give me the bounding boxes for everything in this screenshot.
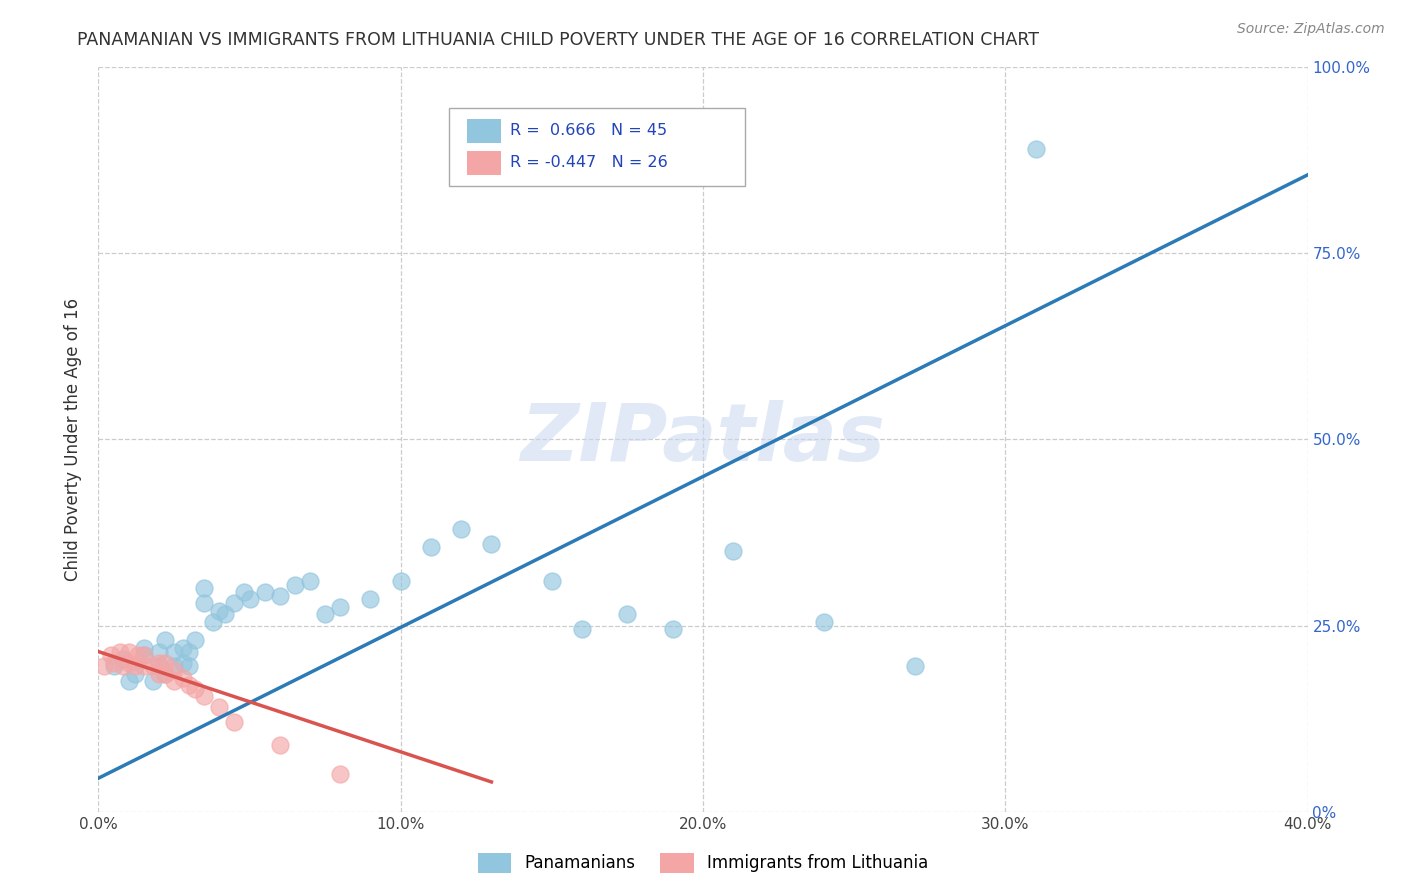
Legend: Panamanians, Immigrants from Lithuania: Panamanians, Immigrants from Lithuania [471, 847, 935, 880]
Point [389, 574, 412, 588]
Point [193, 582, 215, 596]
FancyBboxPatch shape [467, 119, 501, 143]
Point [163, 659, 186, 673]
Point [179, 678, 201, 692]
Point [179, 644, 201, 658]
Point [723, 544, 745, 558]
Point [153, 656, 176, 670]
FancyBboxPatch shape [467, 151, 501, 175]
Point [329, 767, 352, 781]
Text: R = -0.447   N = 26: R = -0.447 N = 26 [509, 155, 668, 170]
Point [142, 674, 165, 689]
Point [269, 589, 291, 603]
Point [132, 648, 155, 663]
Point [108, 644, 131, 658]
Point [118, 674, 141, 689]
Point [153, 667, 176, 681]
Point [148, 644, 170, 658]
Point [269, 738, 291, 752]
Point [184, 681, 207, 696]
Point [420, 541, 443, 555]
Point [284, 577, 307, 591]
Point [148, 659, 170, 673]
Point [132, 648, 155, 663]
Point [208, 700, 231, 714]
Point [172, 656, 194, 670]
Point [202, 615, 225, 629]
Point [172, 671, 194, 685]
Point [127, 648, 149, 663]
Point [132, 659, 155, 673]
Point [100, 648, 122, 663]
FancyBboxPatch shape [449, 108, 745, 186]
Point [661, 622, 683, 636]
Point [329, 599, 352, 614]
Point [314, 607, 336, 622]
Point [118, 656, 141, 670]
Text: R =  0.666   N = 45: R = 0.666 N = 45 [509, 123, 666, 138]
Point [153, 633, 176, 648]
Point [224, 596, 246, 610]
Point [1024, 142, 1046, 156]
Point [193, 596, 215, 610]
Point [103, 659, 125, 673]
Point [813, 615, 835, 629]
Point [148, 667, 170, 681]
Point [172, 640, 194, 655]
Text: PANAMANIAN VS IMMIGRANTS FROM LITHUANIA CHILD POVERTY UNDER THE AGE OF 16 CORREL: PANAMANIAN VS IMMIGRANTS FROM LITHUANIA … [77, 31, 1039, 49]
Point [253, 585, 276, 599]
Point [208, 604, 231, 618]
Point [93, 659, 115, 673]
Text: Source: ZipAtlas.com: Source: ZipAtlas.com [1237, 22, 1385, 37]
Point [450, 522, 472, 536]
Point [232, 585, 254, 599]
Point [142, 659, 165, 673]
Point [239, 592, 262, 607]
Point [103, 656, 125, 670]
Point [163, 674, 186, 689]
Point [124, 667, 146, 681]
Point [148, 656, 170, 670]
Point [299, 574, 322, 588]
Point [481, 536, 503, 550]
Point [163, 663, 186, 677]
Point [904, 659, 927, 673]
Point [124, 659, 146, 673]
Y-axis label: Child Poverty Under the Age of 16: Child Poverty Under the Age of 16 [65, 298, 83, 581]
Point [111, 652, 134, 666]
Point [184, 633, 207, 648]
Point [214, 607, 236, 622]
Point [360, 592, 382, 607]
Point [118, 644, 141, 658]
Point [540, 574, 562, 588]
Point [571, 622, 593, 636]
Point [193, 690, 215, 704]
Point [163, 644, 186, 658]
Text: ZIPatlas: ZIPatlas [520, 401, 886, 478]
Point [132, 640, 155, 655]
Point [179, 659, 201, 673]
Point [224, 715, 246, 730]
Point [111, 659, 134, 673]
Point [153, 667, 176, 681]
Point [616, 607, 638, 622]
